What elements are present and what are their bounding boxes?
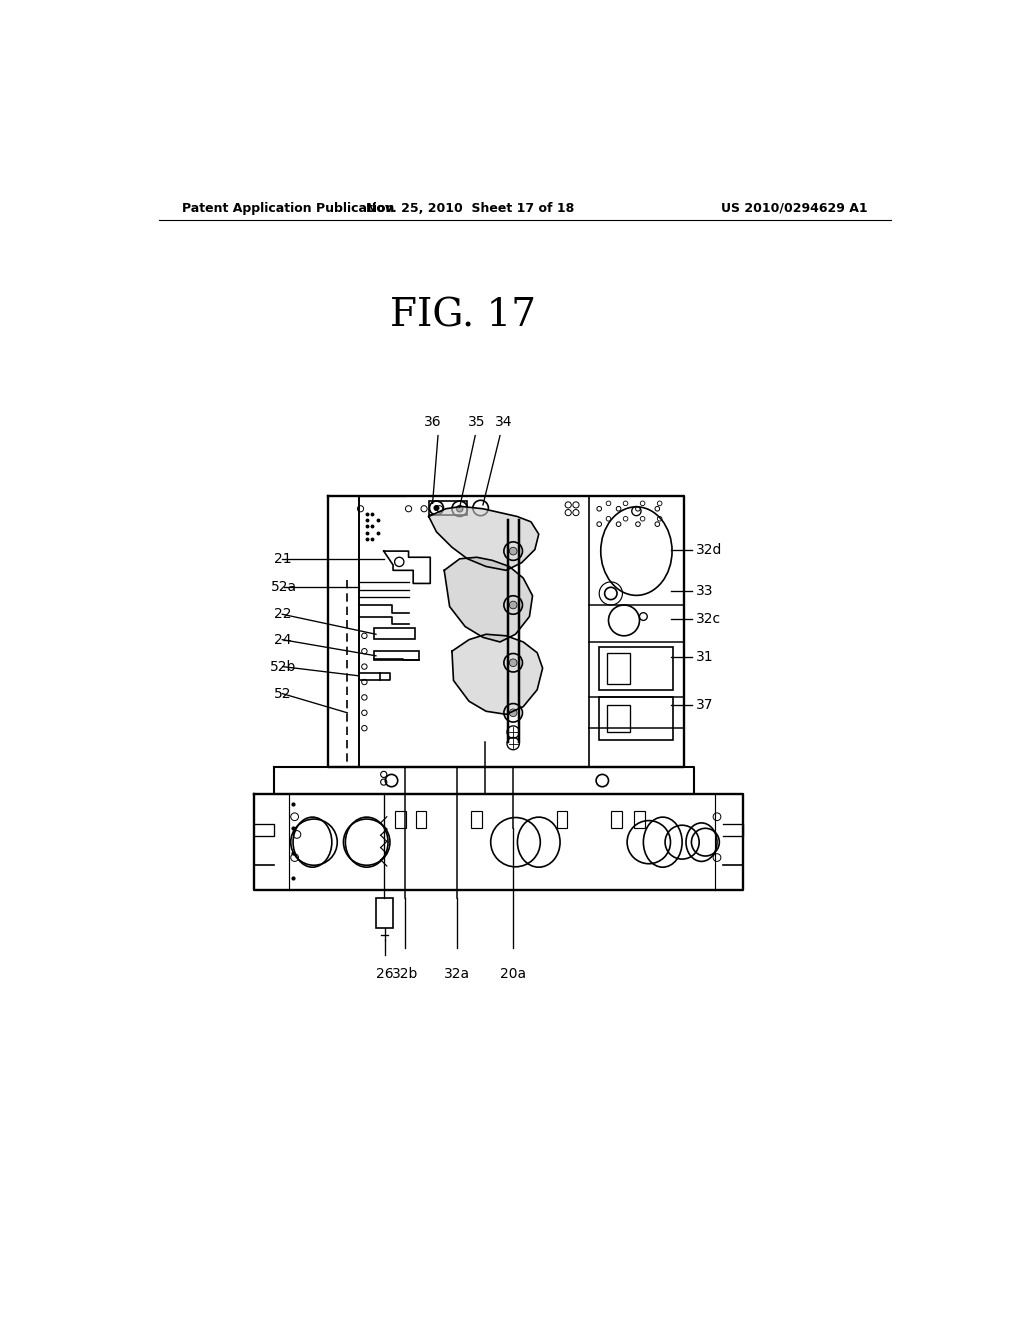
Text: 20a: 20a [500,966,526,981]
Bar [395,812,407,829]
Text: 26: 26 [376,966,393,981]
Bar [471,812,482,829]
Text: 52b: 52b [270,660,296,673]
Text: 22: 22 [273,607,291,622]
Polygon shape [429,507,539,570]
Text: 33: 33 [696,585,714,598]
Bar [607,653,630,684]
Text: 52a: 52a [271,579,298,594]
Text: 21: 21 [273,552,291,566]
Circle shape [509,601,517,609]
Text: 32c: 32c [696,612,721,626]
Text: 52: 52 [273,686,291,701]
Text: 31: 31 [696,651,714,664]
Text: 32a: 32a [444,966,470,981]
Text: 34: 34 [496,416,513,429]
Text: 36: 36 [424,416,441,429]
Text: FIG. 17: FIG. 17 [390,298,536,335]
Bar [375,628,415,639]
Circle shape [509,548,517,554]
Bar [254,793,273,866]
Text: Nov. 25, 2010  Sheet 17 of 18: Nov. 25, 2010 Sheet 17 of 18 [367,202,574,215]
Bar [599,647,673,689]
Bar [375,651,420,660]
Bar [429,502,467,515]
Bar [634,812,645,829]
Bar [611,812,622,829]
Text: 35: 35 [468,416,485,429]
Text: 32d: 32d [696,543,723,557]
Polygon shape [452,635,543,714]
Circle shape [457,506,463,512]
Polygon shape [444,557,532,642]
Text: US 2010/0294629 A1: US 2010/0294629 A1 [721,202,867,215]
Circle shape [509,659,517,667]
Bar [607,705,630,733]
Bar [599,697,673,739]
Text: 24: 24 [273,632,291,647]
Bar [376,898,393,928]
Bar [557,812,567,829]
Circle shape [509,709,517,717]
Bar [416,812,426,829]
Circle shape [434,506,438,511]
Text: Patent Application Publication: Patent Application Publication [182,202,394,215]
Text: 37: 37 [696,698,714,711]
Text: 32b: 32b [392,966,419,981]
